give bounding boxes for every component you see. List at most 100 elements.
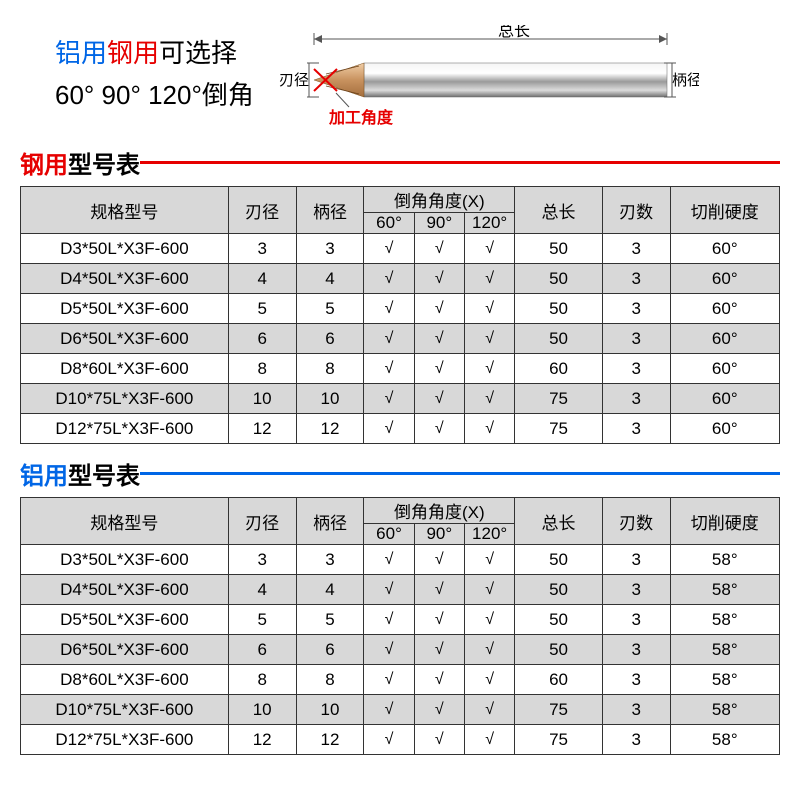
cell-model: D5*50L*X3F-600 [21, 605, 229, 635]
header-selectable: 可选择 [159, 38, 237, 68]
table-row: D12*75L*X3F-6001212√√√75360° [21, 414, 780, 444]
cell-blade: 6 [228, 324, 296, 354]
cell-flutes: 3 [602, 354, 670, 384]
cell-len: 75 [515, 414, 602, 444]
cell-shank: 10 [296, 695, 364, 725]
header-steel: 钢用 [107, 38, 159, 68]
cell-blade: 6 [228, 635, 296, 665]
cell-blade: 10 [228, 384, 296, 414]
cell-blade: 12 [228, 414, 296, 444]
cell-a120: √ [464, 545, 514, 575]
cell-model: D6*50L*X3F-600 [21, 635, 229, 665]
cell-a60: √ [364, 414, 414, 444]
cell-a60: √ [364, 605, 414, 635]
cell-flutes: 3 [602, 605, 670, 635]
cell-hard: 60° [670, 414, 779, 444]
cell-hard: 60° [670, 294, 779, 324]
cell-a60: √ [364, 294, 414, 324]
cell-a120: √ [464, 575, 514, 605]
table-row: D3*50L*X3F-60033√√√50360° [21, 234, 780, 264]
cell-hard: 58° [670, 665, 779, 695]
header-angles: 60° 90° 120°倒角 [55, 75, 254, 117]
cell-hard: 58° [670, 575, 779, 605]
cell-shank: 5 [296, 605, 364, 635]
table-header: 规格型号 刃径 柄径 倒角角度(X) 总长 刃数 切削硬度 60° 90° 12… [21, 498, 780, 545]
cell-blade: 8 [228, 354, 296, 384]
cell-flutes: 3 [602, 234, 670, 264]
th-120: 120° [464, 524, 514, 545]
cell-len: 50 [515, 635, 602, 665]
cell-flutes: 3 [602, 294, 670, 324]
cell-flutes: 3 [602, 695, 670, 725]
cell-hard: 60° [670, 384, 779, 414]
cell-len: 50 [515, 294, 602, 324]
cell-len: 50 [515, 575, 602, 605]
cell-flutes: 3 [602, 414, 670, 444]
cell-a60: √ [364, 384, 414, 414]
steel-title-band: 钢用型号表 [0, 145, 800, 182]
cell-shank: 6 [296, 324, 364, 354]
cell-len: 75 [515, 695, 602, 725]
th-90: 90° [414, 213, 464, 234]
cell-len: 50 [515, 324, 602, 354]
cell-blade: 10 [228, 695, 296, 725]
cell-model: D6*50L*X3F-600 [21, 324, 229, 354]
cell-a120: √ [464, 725, 514, 755]
cell-flutes: 3 [602, 725, 670, 755]
cell-len: 60 [515, 665, 602, 695]
cell-a90: √ [414, 264, 464, 294]
cell-hard: 58° [670, 725, 779, 755]
cell-a90: √ [414, 695, 464, 725]
cell-a120: √ [464, 695, 514, 725]
table-row: D12*75L*X3F-6001212√√√75358° [21, 725, 780, 755]
cell-blade: 3 [228, 545, 296, 575]
cell-model: D4*50L*X3F-600 [21, 575, 229, 605]
cell-a90: √ [414, 605, 464, 635]
cell-a120: √ [464, 354, 514, 384]
cell-shank: 12 [296, 725, 364, 755]
cell-a120: √ [464, 605, 514, 635]
cell-a90: √ [414, 234, 464, 264]
cell-a60: √ [364, 545, 414, 575]
diagram-total-length-label: 总长 [498, 25, 530, 40]
cell-hard: 58° [670, 545, 779, 575]
cell-a90: √ [414, 324, 464, 354]
th-blade: 刃径 [228, 498, 296, 545]
cell-a90: √ [414, 414, 464, 444]
cell-blade: 8 [228, 665, 296, 695]
cell-model: D12*75L*X3F-600 [21, 725, 229, 755]
cell-a120: √ [464, 414, 514, 444]
table-header: 规格型号 刃径 柄径 倒角角度(X) 总长 刃数 切削硬度 60° 90° 12… [21, 187, 780, 234]
th-120: 120° [464, 213, 514, 234]
diagram-machining-angle-label: 加工角度 [328, 108, 394, 127]
cell-a60: √ [364, 635, 414, 665]
cell-shank: 4 [296, 575, 364, 605]
cell-a90: √ [414, 294, 464, 324]
cell-a120: √ [464, 324, 514, 354]
table-row: D5*50L*X3F-60055√√√50358° [21, 605, 780, 635]
cell-flutes: 3 [602, 324, 670, 354]
th-shank: 柄径 [296, 498, 364, 545]
aluminum-spec-table: 规格型号 刃径 柄径 倒角角度(X) 总长 刃数 切削硬度 60° 90° 12… [20, 497, 780, 755]
th-len: 总长 [515, 187, 602, 234]
cell-model: D12*75L*X3F-600 [21, 414, 229, 444]
cell-model: D3*50L*X3F-600 [21, 234, 229, 264]
cell-flutes: 3 [602, 384, 670, 414]
cell-a90: √ [414, 635, 464, 665]
table-row: D6*50L*X3F-60066√√√50360° [21, 324, 780, 354]
cell-a120: √ [464, 294, 514, 324]
cell-a90: √ [414, 354, 464, 384]
table-row: D10*75L*X3F-6001010√√√75360° [21, 384, 780, 414]
table-row: D8*60L*X3F-60088√√√60358° [21, 665, 780, 695]
cell-flutes: 3 [602, 264, 670, 294]
tool-diagram: 总长 刃径 加工角度 柄径 [279, 25, 770, 125]
th-60: 60° [364, 213, 414, 234]
th-60: 60° [364, 524, 414, 545]
cell-hard: 60° [670, 354, 779, 384]
cell-shank: 6 [296, 635, 364, 665]
cell-blade: 3 [228, 234, 296, 264]
cell-a90: √ [414, 575, 464, 605]
th-hard: 切削硬度 [670, 498, 779, 545]
cell-a120: √ [464, 665, 514, 695]
cell-flutes: 3 [602, 545, 670, 575]
